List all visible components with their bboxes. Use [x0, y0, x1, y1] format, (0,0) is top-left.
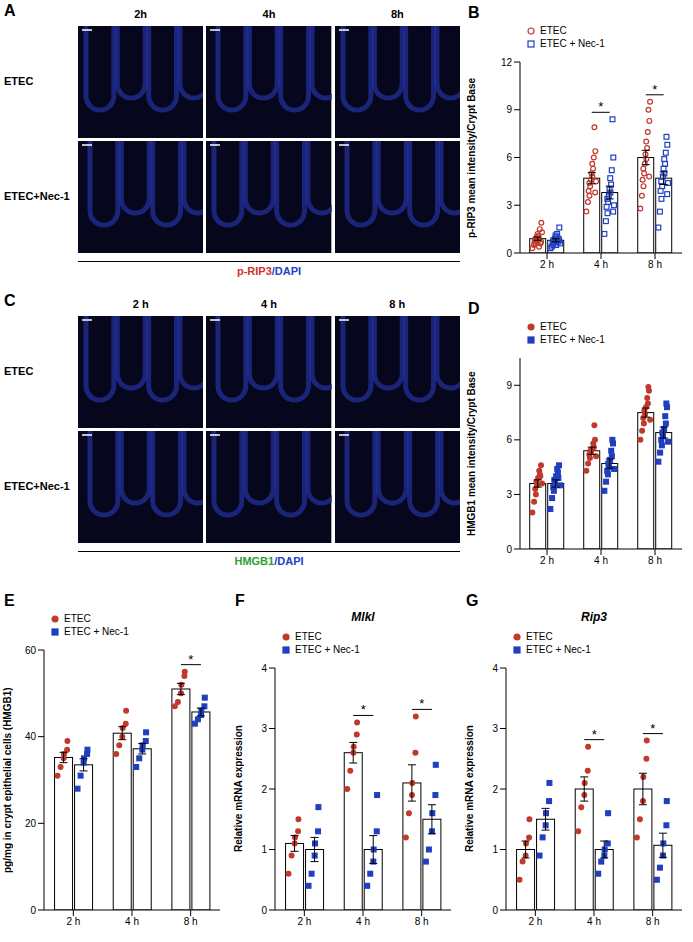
svg-text:8 h: 8 h — [646, 916, 660, 927]
html-text:ETEC + Nec-1: ETEC + Nec-1 — [540, 38, 605, 49]
svg-text:2: 2 — [261, 784, 267, 795]
html-text:p-RIP3 mean intensity/Crypt Ba: p-RIP3 mean intensity/Crypt Base — [466, 77, 477, 238]
svg-text:4: 4 — [492, 663, 498, 674]
svg-text:12: 12 — [501, 57, 513, 68]
svg-text:*: * — [361, 702, 366, 717]
svg-text:6: 6 — [506, 434, 512, 445]
html-text:A: A — [4, 2, 16, 19]
svg-text:8 h: 8 h — [415, 916, 429, 927]
svg-text:8 h: 8 h — [648, 555, 662, 566]
svg-text:*: * — [598, 99, 603, 114]
svg-text:8 h: 8 h — [648, 259, 662, 270]
svg-text:0: 0 — [506, 248, 512, 259]
svg-text:4: 4 — [261, 663, 267, 674]
svg-text:1: 1 — [492, 844, 498, 855]
html-text:2h: 2h — [134, 8, 148, 20]
html-text:p-RIP3 /DAPI: p-RIP3 /DAPI — [236, 265, 302, 277]
svg-text:2 h: 2 h — [540, 259, 554, 270]
svg-text:0: 0 — [30, 905, 36, 916]
html-text:ETEC + Nec-1: ETEC + Nec-1 — [64, 626, 129, 637]
svg-text:0: 0 — [506, 544, 512, 555]
html-text:G: G — [466, 592, 479, 609]
html-text:2 h: 2 h — [132, 298, 149, 310]
svg-text:3: 3 — [261, 723, 267, 734]
html-text:ETEC + Nec-1: ETEC + Nec-1 — [526, 644, 591, 655]
svg-text:*: * — [188, 652, 193, 667]
html-text:ETEC + Nec-1: ETEC + Nec-1 — [540, 334, 605, 345]
svg-text:*: * — [592, 727, 597, 742]
html-text:Mlkl: Mlkl — [351, 610, 375, 624]
svg-text:9: 9 — [506, 104, 512, 115]
svg-text:3: 3 — [492, 723, 498, 734]
html-text:B: B — [468, 4, 480, 21]
svg-text:4 h: 4 h — [594, 259, 608, 270]
svg-text:4 h: 4 h — [125, 916, 139, 927]
svg-text:*: * — [652, 82, 657, 97]
html-text:ETEC: ETEC — [4, 75, 34, 87]
svg-text:8 h: 8 h — [184, 916, 198, 927]
html-text:ETEC+Nec-1: ETEC+Nec-1 — [4, 190, 70, 202]
html-text:pg/mg in crypt epithelial cell: pg/mg in crypt epithelial cells (HMGB1) — [2, 687, 13, 873]
html-text:ETEC: ETEC — [526, 631, 553, 642]
svg-text:6: 6 — [506, 152, 512, 163]
html-text:ETEC: ETEC — [295, 631, 322, 642]
html-text:ETEC+Nec-1: ETEC+Nec-1 — [4, 480, 70, 492]
svg-text:2 h: 2 h — [540, 555, 554, 566]
html-text:8h: 8h — [390, 8, 404, 20]
svg-text:60: 60 — [25, 645, 37, 656]
svg-text:4 h: 4 h — [356, 916, 370, 927]
svg-text:*: * — [419, 696, 424, 711]
html-text:ETEC: ETEC — [64, 613, 91, 624]
svg-text:2 h: 2 h — [66, 916, 80, 927]
html-text:HMGB1 mean intensity/Crypt Bas: HMGB1 mean intensity/Crypt Base — [466, 371, 477, 536]
svg-text:2 h: 2 h — [528, 916, 542, 927]
html-text:ETEC: ETEC — [540, 25, 567, 36]
html-text:ETEC + Nec-1: ETEC + Nec-1 — [295, 644, 360, 655]
html-text:8 h: 8 h — [389, 298, 406, 310]
html-text:Relative mRNA expression: Relative mRNA expression — [233, 725, 244, 853]
html-text:D: D — [468, 300, 480, 317]
svg-text:2: 2 — [492, 784, 498, 795]
svg-text:1: 1 — [261, 844, 267, 855]
html-text:ETEC: ETEC — [540, 321, 567, 332]
svg-text:4 h: 4 h — [594, 555, 608, 566]
svg-text:40: 40 — [25, 731, 37, 742]
svg-text:3: 3 — [506, 489, 512, 500]
html-text:HMGB1 /DAPI: HMGB1 /DAPI — [234, 555, 304, 567]
svg-text:2 h: 2 h — [297, 916, 311, 927]
html-text:C: C — [4, 292, 16, 309]
html-text:Rip3: Rip3 — [581, 610, 607, 624]
svg-text:3: 3 — [506, 200, 512, 211]
svg-text:*: * — [650, 721, 655, 736]
svg-text:0: 0 — [492, 905, 498, 916]
html-text:F: F — [235, 592, 245, 609]
html-text:Relative mRNA expression: Relative mRNA expression — [464, 725, 475, 853]
html-text:E: E — [4, 592, 15, 609]
svg-text:4 h: 4 h — [587, 916, 601, 927]
svg-text:0: 0 — [261, 905, 267, 916]
html-text:4 h: 4 h — [261, 298, 277, 310]
html-text:ETEC: ETEC — [4, 365, 34, 377]
svg-text:9: 9 — [506, 380, 512, 391]
html-text:4h: 4h — [262, 8, 276, 20]
svg-text:20: 20 — [25, 818, 37, 829]
